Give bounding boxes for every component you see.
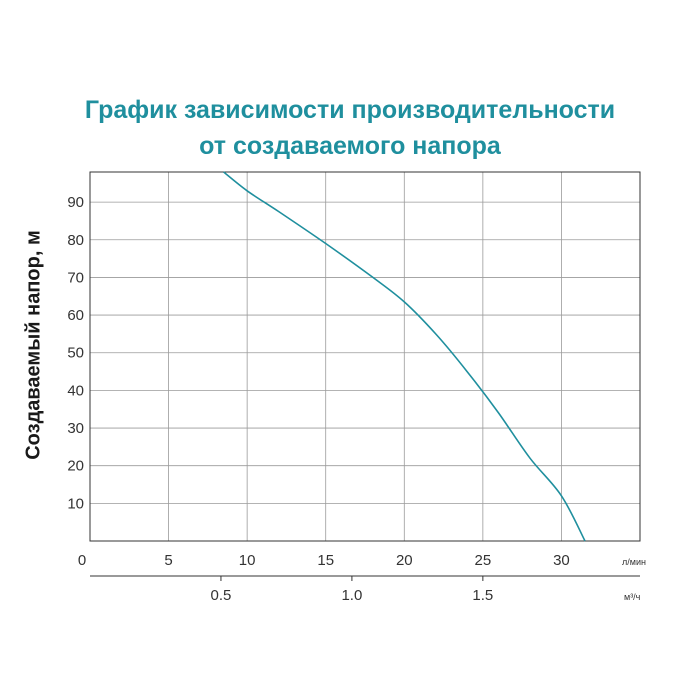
y-tick-label: 10: [67, 495, 84, 512]
plot-frame: [89, 171, 641, 542]
y-tick-label: 80: [67, 232, 84, 249]
chart-title: График зависимости производительности от…: [0, 92, 700, 164]
x-tick-label: 10: [239, 552, 256, 569]
y-tick-label: 70: [67, 269, 84, 286]
tick-labels: 0 5 10 15 20 25 30 10 20 30 40 50 60 70 80 90: [67, 194, 569, 569]
secondary-x-axis: 0.5 1.0 1.5: [211, 576, 493, 604]
x2-tick-label: 1.5: [472, 587, 493, 604]
y-tick-label: 30: [67, 420, 84, 437]
chart-title-line-1: График зависимости производительности: [84, 96, 616, 124]
y-tick-label: 40: [67, 382, 84, 399]
y-tick-label: 60: [67, 307, 84, 324]
y-tick-label: 20: [67, 458, 84, 475]
x-tick-label: 15: [317, 552, 334, 569]
x2-tick-label: 0.5: [211, 587, 232, 604]
y-tick-label: 50: [67, 345, 84, 362]
x2-tick-label: 1.0: [341, 587, 362, 604]
x-tick-label: 5: [164, 552, 172, 569]
x-tick-label: 25: [475, 552, 492, 569]
chart-title-line-2: от создаваемого напора: [199, 132, 501, 160]
x-tick-label: 0: [78, 552, 86, 569]
performance-curve: [223, 171, 586, 542]
x-tick-label: 30: [553, 552, 570, 569]
x-axis-unit-m3h: м³/ч: [624, 592, 641, 602]
x-tick-label: 20: [396, 552, 413, 569]
grid-lines: [90, 172, 640, 541]
x-axis-unit-lpm: л/мин: [622, 557, 646, 567]
y-tick-label: 90: [67, 194, 84, 211]
